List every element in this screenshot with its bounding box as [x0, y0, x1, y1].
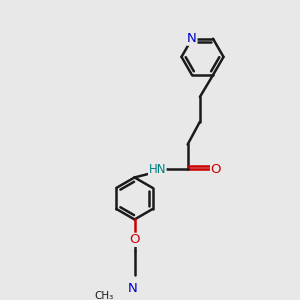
- Text: O: O: [211, 163, 221, 176]
- Text: N: N: [187, 32, 197, 45]
- Text: CH₃: CH₃: [94, 291, 113, 300]
- Text: N: N: [128, 282, 138, 295]
- Text: HN: HN: [148, 163, 166, 176]
- Text: O: O: [129, 233, 140, 246]
